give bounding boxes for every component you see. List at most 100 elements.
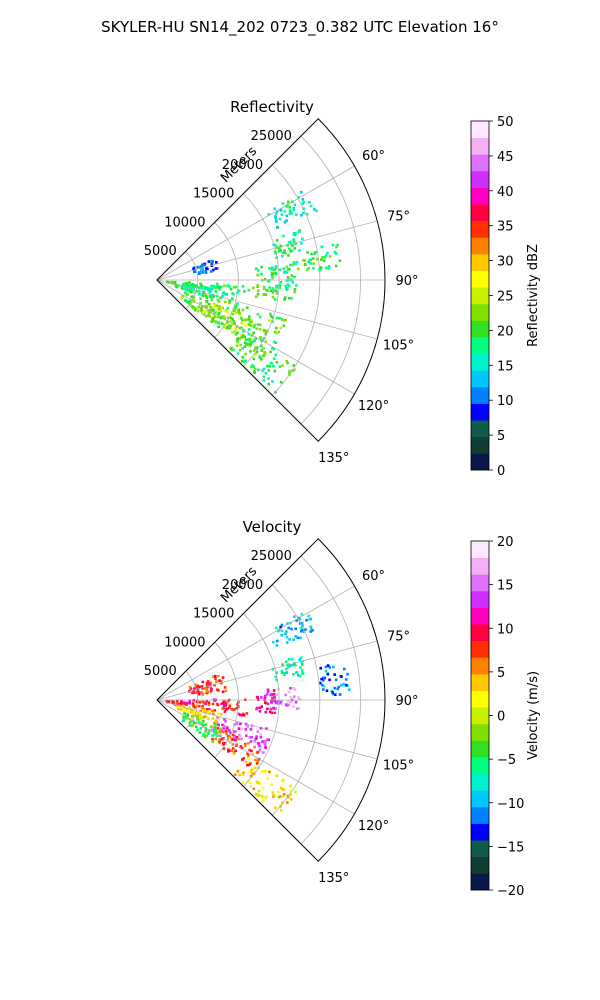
echo-cell [256,792,259,796]
echo-cell [214,737,217,741]
echo-cell [338,693,342,696]
echo-cell [171,281,174,285]
echo-cell [326,672,330,676]
echo-cell [295,213,298,216]
echo-cell [244,338,248,341]
echo-cell [292,673,295,676]
echo-cell [254,337,258,340]
echo-field [165,190,342,394]
echo-cell [241,318,244,322]
echo-cell [288,267,291,271]
echo-cell [280,629,284,632]
echo-cell [207,313,210,317]
echo-cell [255,737,258,740]
colorbar: −20 −15 −10 −5 0 5 10 15 20 Velocity (m/s) [470,535,541,899]
echo-cell [193,686,196,690]
echo-cell [209,303,212,306]
range-tick-label: 5000 [144,244,177,259]
echo-cell [265,795,268,798]
echo-cell [218,305,221,308]
echo-cell [322,688,325,691]
echo-cell [283,672,286,675]
echo-cell [302,200,305,204]
echo-cell [181,294,184,298]
echo-cell [253,745,256,749]
echo-cell [268,710,272,714]
echo-cell [200,264,203,268]
echo-cell [252,365,256,369]
echo-cell [234,749,237,753]
echo-cell [207,260,211,263]
echo-cell [278,249,281,253]
echo-cell [211,740,215,743]
echo-cell [212,295,215,298]
colorbar-swatch [471,220,489,238]
echo-cell [211,737,214,741]
colorbar-swatch [471,657,489,675]
echo-cell [301,663,304,666]
echo-cell [221,676,225,679]
echo-cell [202,719,205,723]
colorbar-swatch [471,170,489,188]
echo-cell [305,619,308,622]
echo-cell [294,231,297,235]
echo-cell [201,311,205,315]
echo-cell [326,664,330,667]
echo-cell [223,724,226,728]
echo-cell [275,239,279,242]
echo-cell [294,242,297,245]
echo-cell [215,304,218,307]
echo-cell [241,308,245,312]
echo-cell [206,690,209,694]
echo-cell [285,205,289,208]
colorbar-swatch [471,353,489,371]
echo-cell [240,737,243,741]
echo-cell [196,688,200,691]
echo-cell [222,706,226,709]
echo-cell [272,364,275,368]
echo-cell [201,706,204,710]
echo-cell [204,723,208,726]
echo-cell [271,295,275,299]
azimuth-tick-label: 90° [395,274,418,289]
colorbar-tick-label: 30 [497,255,514,270]
echo-cell [299,626,303,630]
echo-cell [275,289,278,293]
echo-cell [203,286,207,289]
colorbar-swatch [471,806,489,824]
echo-cell [204,304,207,308]
echo-cell [277,796,280,799]
echo-cell [239,745,243,748]
echo-cell [272,695,276,699]
echo-cell [213,732,216,736]
echo-cell [237,308,240,312]
echo-cell [274,251,277,255]
echo-cell [292,238,295,241]
echo-cell [217,312,220,315]
echo-cell [197,691,201,694]
echo-cell [285,287,289,291]
echo-cell [277,629,280,633]
echo-cell [347,688,351,691]
echo-cell [273,298,277,301]
echo-cell [219,679,223,683]
echo-cell [279,380,283,384]
echo-cell [333,250,337,254]
colorbar-swatch [471,303,489,321]
colorbar-swatch [471,790,489,808]
echo-cell [228,704,232,707]
echo-cell [288,206,291,209]
echo-cell [197,718,200,722]
echo-cell [321,256,324,259]
colorbar-swatch [471,773,489,791]
echo-cell [327,266,331,270]
echo-cell [311,257,315,260]
echo-cell [182,702,186,705]
echo-cell [204,271,208,274]
echo-cell [198,700,202,704]
echo-cell [340,684,343,687]
echo-cell [217,674,220,678]
echo-cell [281,202,285,205]
echo-cell [217,286,221,289]
